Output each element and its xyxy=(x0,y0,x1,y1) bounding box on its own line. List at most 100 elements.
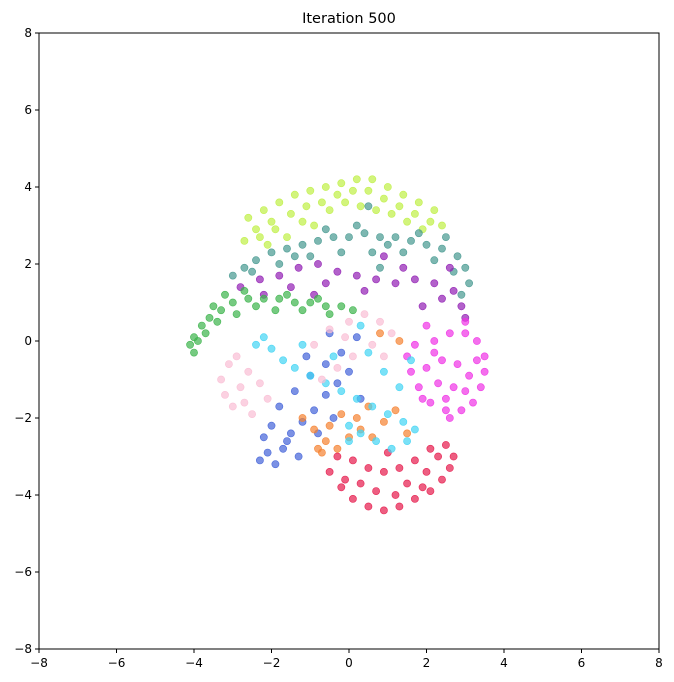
data-point xyxy=(430,206,439,214)
data-point xyxy=(232,352,241,361)
data-point xyxy=(232,310,241,318)
data-point xyxy=(426,217,435,226)
data-point xyxy=(414,229,423,238)
data-point xyxy=(399,248,408,257)
data-point xyxy=(341,475,349,484)
data-point xyxy=(279,356,287,365)
data-point xyxy=(345,437,353,445)
data-point xyxy=(240,236,249,245)
data-point xyxy=(213,317,222,326)
data-point xyxy=(368,340,377,349)
data-point xyxy=(314,260,322,268)
data-point xyxy=(418,483,427,492)
data-point xyxy=(430,256,439,265)
data-point xyxy=(306,371,315,380)
data-point xyxy=(345,421,353,430)
data-point xyxy=(302,202,311,211)
data-point xyxy=(414,383,423,392)
data-point xyxy=(348,494,357,503)
data-point xyxy=(321,225,330,234)
points-layer xyxy=(186,175,489,515)
data-point xyxy=(441,233,450,241)
data-point xyxy=(248,410,256,418)
series-5 xyxy=(325,441,458,515)
data-point xyxy=(333,363,342,372)
data-point xyxy=(275,198,284,207)
data-point xyxy=(275,271,284,280)
data-point xyxy=(259,294,268,303)
data-point xyxy=(422,321,431,330)
data-point xyxy=(379,506,388,515)
series-7 xyxy=(298,329,411,457)
series-4 xyxy=(403,317,489,422)
data-point xyxy=(379,367,388,376)
data-point xyxy=(290,252,299,261)
data-point xyxy=(321,183,330,191)
y-tick-label: −6 xyxy=(14,565,32,579)
data-point xyxy=(298,414,307,422)
data-point xyxy=(286,283,295,291)
data-point xyxy=(298,217,307,226)
data-point xyxy=(379,252,388,261)
x-tick-label: 0 xyxy=(345,656,353,670)
data-point xyxy=(395,337,404,345)
data-point xyxy=(407,367,415,376)
data-point xyxy=(352,414,361,422)
data-point xyxy=(434,452,442,461)
data-point xyxy=(221,290,229,299)
data-point xyxy=(453,252,462,261)
data-point xyxy=(337,248,346,257)
data-point xyxy=(426,487,435,495)
data-point xyxy=(252,256,260,265)
data-point xyxy=(267,248,276,257)
data-point xyxy=(352,394,361,403)
data-point xyxy=(329,233,338,241)
data-point xyxy=(267,217,276,226)
data-point xyxy=(317,375,326,384)
data-point xyxy=(252,340,260,349)
data-point xyxy=(403,479,411,488)
data-point xyxy=(321,390,330,399)
data-point xyxy=(387,209,396,218)
data-point xyxy=(422,467,431,476)
data-point xyxy=(283,290,291,299)
data-point xyxy=(314,236,322,245)
data-point xyxy=(457,290,466,299)
data-point xyxy=(403,437,411,445)
data-point xyxy=(430,279,439,288)
data-point xyxy=(345,317,353,326)
data-point xyxy=(356,479,365,488)
data-point xyxy=(337,348,346,357)
data-point xyxy=(298,240,307,249)
series-1 xyxy=(228,202,473,299)
data-point xyxy=(244,367,253,376)
x-tick-label: −8 xyxy=(30,656,48,670)
data-point xyxy=(441,394,450,403)
data-point xyxy=(228,402,237,411)
data-point xyxy=(410,340,419,349)
data-point xyxy=(441,441,450,449)
data-point xyxy=(240,398,249,407)
data-point xyxy=(364,186,373,195)
data-point xyxy=(391,406,400,415)
y-axis: −8 −6 −4 −2 0 2 4 6 8 xyxy=(14,26,39,656)
data-point xyxy=(403,429,411,438)
data-point xyxy=(275,402,284,411)
data-point xyxy=(356,321,365,330)
data-point xyxy=(263,394,272,403)
data-point xyxy=(461,263,470,272)
data-point xyxy=(201,329,210,338)
data-point xyxy=(368,248,377,257)
data-point xyxy=(283,233,291,241)
data-point xyxy=(352,271,361,280)
data-point xyxy=(356,429,365,438)
y-tick-label: 0 xyxy=(24,334,32,348)
data-point xyxy=(197,321,206,330)
data-point xyxy=(321,279,330,288)
data-point xyxy=(329,352,338,361)
data-point xyxy=(259,206,268,214)
x-tick-label: 6 xyxy=(578,656,586,670)
data-point xyxy=(422,363,431,372)
data-point xyxy=(418,302,427,311)
data-point xyxy=(395,502,404,511)
